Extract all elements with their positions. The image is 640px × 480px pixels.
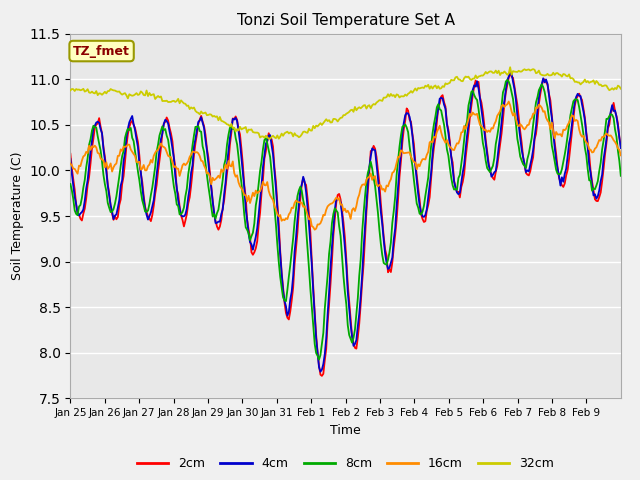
X-axis label: Time: Time xyxy=(330,424,361,437)
Text: TZ_fmet: TZ_fmet xyxy=(73,45,130,58)
Title: Tonzi Soil Temperature Set A: Tonzi Soil Temperature Set A xyxy=(237,13,454,28)
Y-axis label: Soil Temperature (C): Soil Temperature (C) xyxy=(12,152,24,280)
Legend: 2cm, 4cm, 8cm, 16cm, 32cm: 2cm, 4cm, 8cm, 16cm, 32cm xyxy=(132,452,559,475)
